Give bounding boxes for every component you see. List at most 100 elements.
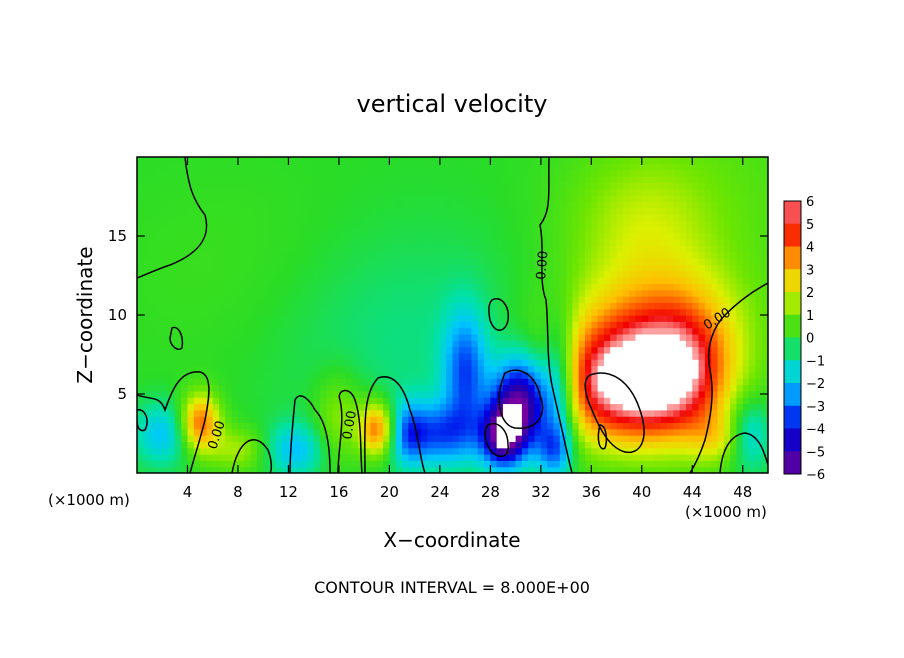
heatmap-cell — [698, 182, 706, 190]
heatmap-cell — [484, 283, 491, 291]
heatmap-cell — [319, 390, 327, 398]
heatmap-cell — [389, 422, 397, 430]
heatmap-cell — [383, 201, 390, 209]
heatmap-cell — [540, 157, 548, 164]
heatmap-cell — [370, 340, 378, 348]
heatmap-cell — [528, 460, 536, 468]
heatmap-cell — [269, 163, 277, 171]
heatmap-cell — [301, 194, 308, 202]
heatmap-cell — [231, 163, 239, 171]
heatmap-cell — [509, 403, 517, 411]
heatmap-cell — [730, 258, 738, 266]
heatmap-cell — [654, 466, 662, 473]
heatmap-cell — [603, 213, 611, 221]
heatmap-cell — [168, 435, 176, 442]
heatmap-cell — [319, 270, 327, 278]
heatmap-cell — [408, 428, 416, 436]
heatmap-cell — [528, 346, 536, 354]
heatmap-cell — [452, 333, 460, 341]
heatmap-cell — [414, 270, 422, 278]
heatmap-cell — [566, 359, 573, 367]
heatmap-cell — [219, 201, 226, 209]
heatmap-cell — [288, 302, 296, 310]
heatmap-cell — [591, 194, 599, 202]
heatmap-cell — [685, 333, 693, 341]
heatmap-cell — [155, 384, 163, 392]
heatmap-cell — [547, 333, 555, 341]
heatmap-cell — [439, 251, 447, 259]
heatmap-cell — [484, 182, 491, 190]
heatmap-cell — [509, 283, 517, 291]
heatmap-cell — [559, 333, 567, 341]
heatmap-cell — [641, 346, 649, 354]
heatmap-cell — [181, 169, 189, 177]
heatmap-cell — [515, 175, 523, 183]
heatmap-cell — [610, 466, 618, 473]
heatmap-cell — [414, 283, 422, 291]
heatmap-cell — [319, 466, 327, 473]
heatmap-cell — [648, 321, 656, 329]
heatmap-cell — [200, 175, 208, 183]
heatmap-cell — [723, 397, 731, 405]
heatmap-cell — [673, 169, 681, 177]
heatmap-cell — [622, 194, 630, 202]
heatmap-cell — [667, 201, 674, 209]
heatmap-cell — [667, 428, 674, 436]
heatmap-cell — [155, 163, 163, 171]
heatmap-cell — [237, 157, 245, 164]
heatmap-cell — [193, 390, 201, 398]
heatmap-cell — [622, 378, 630, 386]
heatmap-cell — [730, 226, 738, 234]
heatmap-cell — [540, 232, 548, 240]
heatmap-cell — [566, 308, 573, 316]
heatmap-cell — [723, 327, 731, 335]
heatmap-cell — [275, 359, 283, 367]
heatmap-cell — [484, 409, 491, 417]
heatmap-cell — [648, 226, 656, 234]
heatmap-cell — [231, 466, 239, 473]
heatmap-cell — [162, 397, 170, 405]
heatmap-cell — [566, 302, 573, 310]
heatmap-cell — [717, 346, 725, 354]
heatmap-cell — [370, 390, 378, 398]
heatmap-cell — [553, 321, 561, 329]
heatmap-cell — [711, 308, 719, 316]
heatmap-cell — [622, 327, 630, 335]
heatmap-cell — [692, 220, 700, 228]
heatmap-cell — [698, 384, 706, 392]
heatmap-cell — [559, 182, 567, 190]
heatmap-cell — [742, 365, 750, 373]
heatmap-cell — [679, 296, 687, 303]
heatmap-cell — [319, 416, 327, 424]
heatmap-cell — [477, 270, 485, 278]
heatmap-cell — [490, 327, 498, 335]
heatmap-cell — [256, 194, 264, 202]
heatmap-cell — [231, 435, 239, 442]
heatmap-cell — [244, 245, 252, 253]
heatmap-cell — [433, 359, 441, 367]
heatmap-cell — [723, 359, 731, 367]
heatmap-cell — [446, 226, 454, 234]
heatmap-cell — [540, 283, 548, 291]
heatmap-cell — [679, 207, 687, 215]
heatmap-cell — [578, 277, 586, 284]
heatmap-cell — [301, 182, 308, 190]
heatmap-cell — [717, 296, 725, 303]
heatmap-cell — [149, 441, 157, 449]
heatmap-cell — [723, 460, 731, 468]
heatmap-cell — [351, 447, 359, 455]
heatmap-cell — [635, 207, 643, 215]
heatmap-cell — [168, 428, 176, 436]
heatmap-cell — [490, 194, 498, 202]
heatmap-cell — [269, 454, 277, 461]
heatmap-cell — [345, 346, 353, 354]
heatmap-cell — [408, 390, 416, 398]
heatmap-cell — [698, 239, 706, 247]
heatmap-cell — [515, 390, 523, 398]
heatmap-cell — [231, 270, 239, 278]
heatmap-cell — [496, 201, 504, 209]
heatmap-cell — [174, 397, 182, 405]
heatmap-cell — [717, 239, 725, 247]
heatmap-cell — [181, 315, 189, 322]
heatmap-cell — [749, 365, 756, 373]
